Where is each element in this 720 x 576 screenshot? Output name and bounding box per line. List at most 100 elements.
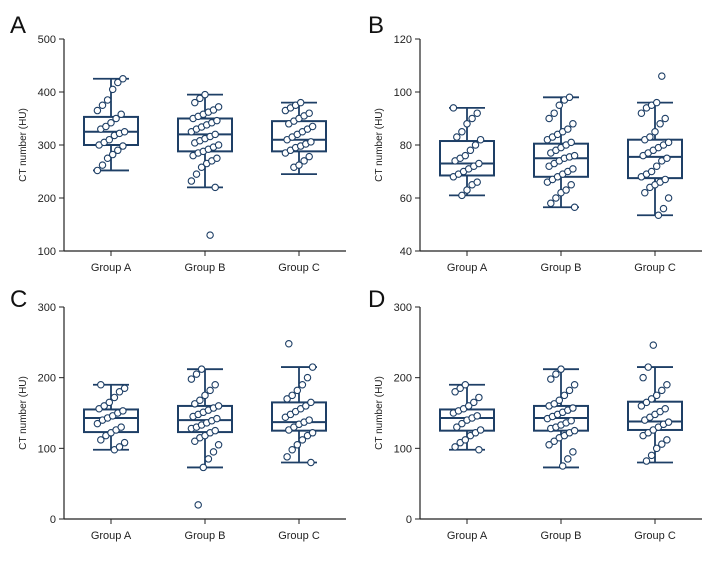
data-point: [664, 418, 673, 426]
data-point: [664, 194, 673, 202]
x-category-label: Group B: [541, 262, 582, 274]
data-point: [458, 128, 466, 136]
panel-letter: A: [10, 12, 26, 39]
data-point: [545, 114, 553, 123]
data-point: [658, 386, 666, 395]
data-point: [214, 402, 223, 410]
data-point: [201, 391, 209, 400]
data-point: [557, 365, 565, 373]
data-point: [654, 211, 663, 219]
data-point: [191, 437, 199, 446]
data-point: [560, 391, 569, 400]
box-group-c: [271, 366, 327, 464]
y-tick-label: 40: [400, 246, 412, 258]
data-point: [293, 386, 302, 395]
data-point: [558, 462, 567, 470]
data-point: [204, 455, 213, 463]
data-point: [308, 429, 317, 437]
x-category-label: Group A: [447, 262, 488, 274]
data-point: [307, 458, 315, 467]
y-tick-label: 500: [38, 34, 56, 46]
data-point: [473, 178, 481, 186]
data-point: [637, 402, 646, 410]
data-point: [567, 417, 575, 425]
y-tick-label: 100: [394, 87, 412, 99]
data-point: [93, 419, 102, 428]
data-point: [471, 141, 480, 149]
data-point: [473, 412, 481, 420]
data-point: [191, 98, 199, 107]
box-group-c: [627, 101, 683, 217]
data-point: [93, 106, 102, 115]
data-point: [547, 375, 555, 383]
data-point: [213, 116, 221, 125]
data-point: [197, 163, 206, 172]
data-point: [119, 407, 127, 415]
panel-b: B 40 60 80 100 120 CT number (HU) Group A Group …: [368, 12, 702, 274]
data-point: [567, 138, 575, 147]
data-point: [305, 109, 313, 117]
data-point: [550, 109, 558, 117]
data-point: [112, 114, 120, 123]
data-point: [652, 444, 661, 453]
x-category-label: Group C: [634, 262, 676, 274]
x-category-label: Group C: [278, 262, 320, 274]
data-point: [449, 104, 458, 112]
data-point: [570, 151, 579, 160]
data-point: [98, 101, 107, 110]
data-point: [565, 93, 574, 102]
data-point: [117, 110, 125, 119]
data-point: [201, 90, 209, 99]
y-tick-label: 200: [38, 373, 56, 385]
data-point: [102, 122, 110, 131]
data-point: [475, 159, 483, 168]
data-point: [461, 151, 470, 160]
y-tick-label: 400: [38, 87, 56, 99]
data-point: [295, 161, 303, 169]
data-point: [451, 443, 459, 451]
data-point: [97, 436, 105, 444]
data-point: [119, 75, 127, 83]
data-point: [651, 128, 659, 136]
data-point: [107, 118, 115, 127]
box-group-b: [533, 368, 589, 469]
data-point: [213, 414, 221, 423]
panel-d: D 0 100 200 300 CT number (HU) Group A Group B G…: [368, 286, 702, 542]
data-point: [550, 437, 558, 446]
y-tick-label: 200: [394, 373, 412, 385]
data-point: [199, 463, 208, 472]
data-point: [209, 448, 218, 456]
data-point: [461, 380, 470, 389]
data-point: [646, 133, 654, 141]
panel-letter: D: [368, 286, 385, 313]
data-point: [642, 457, 651, 465]
data-point: [570, 380, 579, 389]
data-point: [567, 181, 575, 189]
data-point: [461, 436, 470, 444]
data-point: [305, 416, 313, 424]
data-point: [211, 183, 219, 192]
data-point: [187, 375, 196, 383]
data-point: [652, 391, 661, 400]
data-point: [303, 373, 312, 382]
data-point: [658, 72, 666, 80]
x-category-label: Group A: [91, 530, 132, 542]
data-point: [547, 199, 555, 208]
y-axis-title: CT number (HU): [18, 108, 29, 182]
y-tick-label: 300: [394, 302, 412, 314]
data-point: [97, 380, 105, 389]
y-axis-title: CT number (HU): [374, 376, 385, 450]
data-point: [307, 398, 315, 407]
data-point: [647, 167, 656, 176]
data-point: [114, 78, 122, 87]
data-point: [451, 388, 459, 396]
data-point: [463, 186, 471, 194]
data-point: [98, 161, 107, 169]
data-point: [214, 441, 223, 449]
y-axis-title: CT number (HU): [18, 376, 29, 450]
data-point: [192, 170, 201, 178]
y-tick-label: 60: [400, 193, 412, 205]
data-point: [298, 380, 307, 389]
data-point: [663, 380, 671, 389]
